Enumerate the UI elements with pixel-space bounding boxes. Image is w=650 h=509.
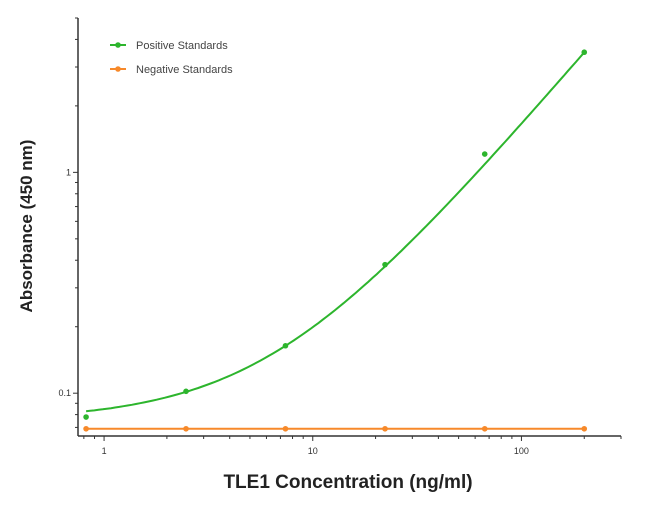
y-tick-label: 1 [66, 167, 71, 177]
series-negative [83, 425, 588, 432]
legend: Positive Standards Negative Standards [110, 40, 233, 76]
legend-marker [115, 42, 121, 48]
y-tick-label: 0.1 [58, 388, 71, 398]
x-axis-label: TLE1 Concentration (ng/ml) [223, 472, 472, 493]
data-point [282, 342, 289, 349]
series-line [85, 51, 586, 413]
data-point [481, 425, 488, 432]
y-axis-label: Absorbance (450 nm) [17, 140, 36, 313]
data-point [183, 425, 189, 432]
data-point [282, 425, 289, 432]
data-point [83, 425, 89, 432]
data-point [382, 425, 388, 432]
data-point [581, 425, 588, 432]
x-tick-label: 10 [308, 446, 318, 456]
data-point [382, 261, 388, 268]
data-point [481, 151, 488, 157]
x-tick-label: 100 [514, 446, 529, 456]
data-point [83, 414, 89, 420]
series-positive [83, 49, 588, 420]
legend-label: Positive Standards [136, 40, 228, 52]
legend-marker [115, 66, 121, 72]
x-tick-label: 1 [102, 446, 107, 456]
legend-label: Negative Standards [136, 64, 233, 76]
data-point [581, 49, 588, 56]
data-point [183, 388, 189, 395]
